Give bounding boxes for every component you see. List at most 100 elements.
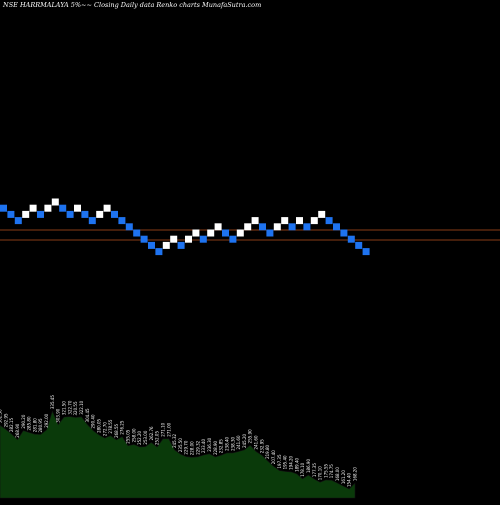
up-brick <box>310 217 318 225</box>
up-brick <box>318 210 326 218</box>
price-label: 228.90 <box>213 440 218 454</box>
chart-title: NSE HARRMALAYA 5%~~ Closing Daily data R… <box>2 1 261 9</box>
price-label: 194.20 <box>289 455 294 469</box>
price-label: 241.60 <box>236 435 241 449</box>
down-brick <box>177 241 185 249</box>
down-brick <box>140 235 148 243</box>
price-label: 290.40 <box>91 414 96 428</box>
price-label: 207.40 <box>271 450 276 464</box>
up-brick <box>22 210 30 218</box>
price-label: 262.76 <box>149 426 154 440</box>
price-label: 252.05 <box>155 431 160 445</box>
down-brick <box>347 235 355 243</box>
up-brick <box>103 204 111 212</box>
price-area <box>0 410 356 499</box>
price-label: 233.40 <box>201 439 206 453</box>
price-label: 292.95 <box>3 413 8 427</box>
price-label: 235.50 <box>178 438 183 452</box>
price-label: 280.95 <box>38 418 43 432</box>
price-label: 232.95 <box>259 439 264 453</box>
price-label: 245.32 <box>172 433 177 447</box>
price-label: 168.20 <box>353 467 358 481</box>
price-label: 186.90 <box>306 459 311 473</box>
up-brick <box>244 223 252 231</box>
price-label: 321.50 <box>62 401 67 415</box>
down-brick <box>88 217 96 225</box>
price-label: 271.10 <box>161 422 166 436</box>
price-label: 236.30 <box>207 437 212 451</box>
price-label: 154.40 <box>347 473 352 487</box>
down-brick <box>259 223 266 231</box>
price-label: 178.10 <box>300 462 305 476</box>
up-brick <box>51 198 59 206</box>
price-label: 228.00 <box>190 441 195 455</box>
price-label: 238.30 <box>230 436 235 450</box>
down-brick <box>66 210 74 218</box>
price-label: 303.90 <box>56 408 61 422</box>
price-label: 170.10 <box>318 466 323 480</box>
down-brick <box>333 223 340 231</box>
down-brick <box>118 217 126 225</box>
down-brick <box>7 210 15 218</box>
price-label: 252.20 <box>137 430 142 444</box>
price-label: 322.10 <box>79 400 84 414</box>
down-brick <box>288 223 296 231</box>
down-brick <box>229 235 237 243</box>
price-label: 253.00 <box>143 430 148 444</box>
up-brick <box>162 241 170 249</box>
price-label: 271.00 <box>166 422 171 436</box>
price-label: 302.50 <box>0 409 3 423</box>
down-brick <box>81 210 89 218</box>
down-brick <box>59 204 67 212</box>
up-brick <box>214 223 222 231</box>
down-brick <box>148 241 155 249</box>
price-label: 292.00 <box>44 413 49 427</box>
price-label: 320.55 <box>73 401 78 415</box>
renko-bricks <box>0 198 370 256</box>
price-label: 290.20 <box>21 414 26 428</box>
price-label: 161.20 <box>341 470 346 484</box>
price-label: 238.40 <box>225 436 230 450</box>
up-brick <box>96 210 104 218</box>
up-brick <box>273 223 281 231</box>
up-brick <box>192 229 200 237</box>
price-label: 241.60 <box>254 435 259 449</box>
down-brick <box>266 229 274 237</box>
price-label: 268.90 <box>15 423 20 437</box>
down-brick <box>14 217 22 225</box>
down-brick <box>340 229 348 237</box>
price-label: 304.45 <box>85 408 90 422</box>
price-label: 219.80 <box>265 444 270 458</box>
down-brick <box>303 223 311 231</box>
price-label: 280.05 <box>96 418 101 432</box>
price-label: 232.85 <box>219 439 224 453</box>
price-label: 335.45 <box>50 395 55 409</box>
price-label: 281.80 <box>32 418 37 432</box>
up-brick <box>281 217 289 225</box>
price-label: 189.40 <box>294 457 299 471</box>
price-label: 255.90 <box>248 429 253 443</box>
up-brick <box>74 204 81 212</box>
price-label: 168.00 <box>335 467 340 481</box>
price-label: 245.20 <box>242 433 247 447</box>
price-label: 174.75 <box>329 464 334 478</box>
up-brick <box>251 217 259 225</box>
price-label: 268.55 <box>114 423 119 437</box>
price-label: 229.32 <box>195 440 200 454</box>
down-brick <box>0 204 7 212</box>
price-label: 229.70 <box>184 440 189 454</box>
down-brick <box>133 229 141 237</box>
price-label: 322.70 <box>67 400 72 414</box>
up-brick <box>236 229 244 237</box>
price-label: 282.15 <box>9 418 14 432</box>
down-brick <box>111 210 118 218</box>
down-brick <box>125 223 133 231</box>
price-label: 272.70 <box>102 422 107 436</box>
down-brick <box>355 241 363 249</box>
price-label: 195.40 <box>283 455 288 469</box>
down-brick <box>155 248 163 256</box>
price-label: 197.35 <box>277 454 282 468</box>
up-brick <box>44 204 52 212</box>
